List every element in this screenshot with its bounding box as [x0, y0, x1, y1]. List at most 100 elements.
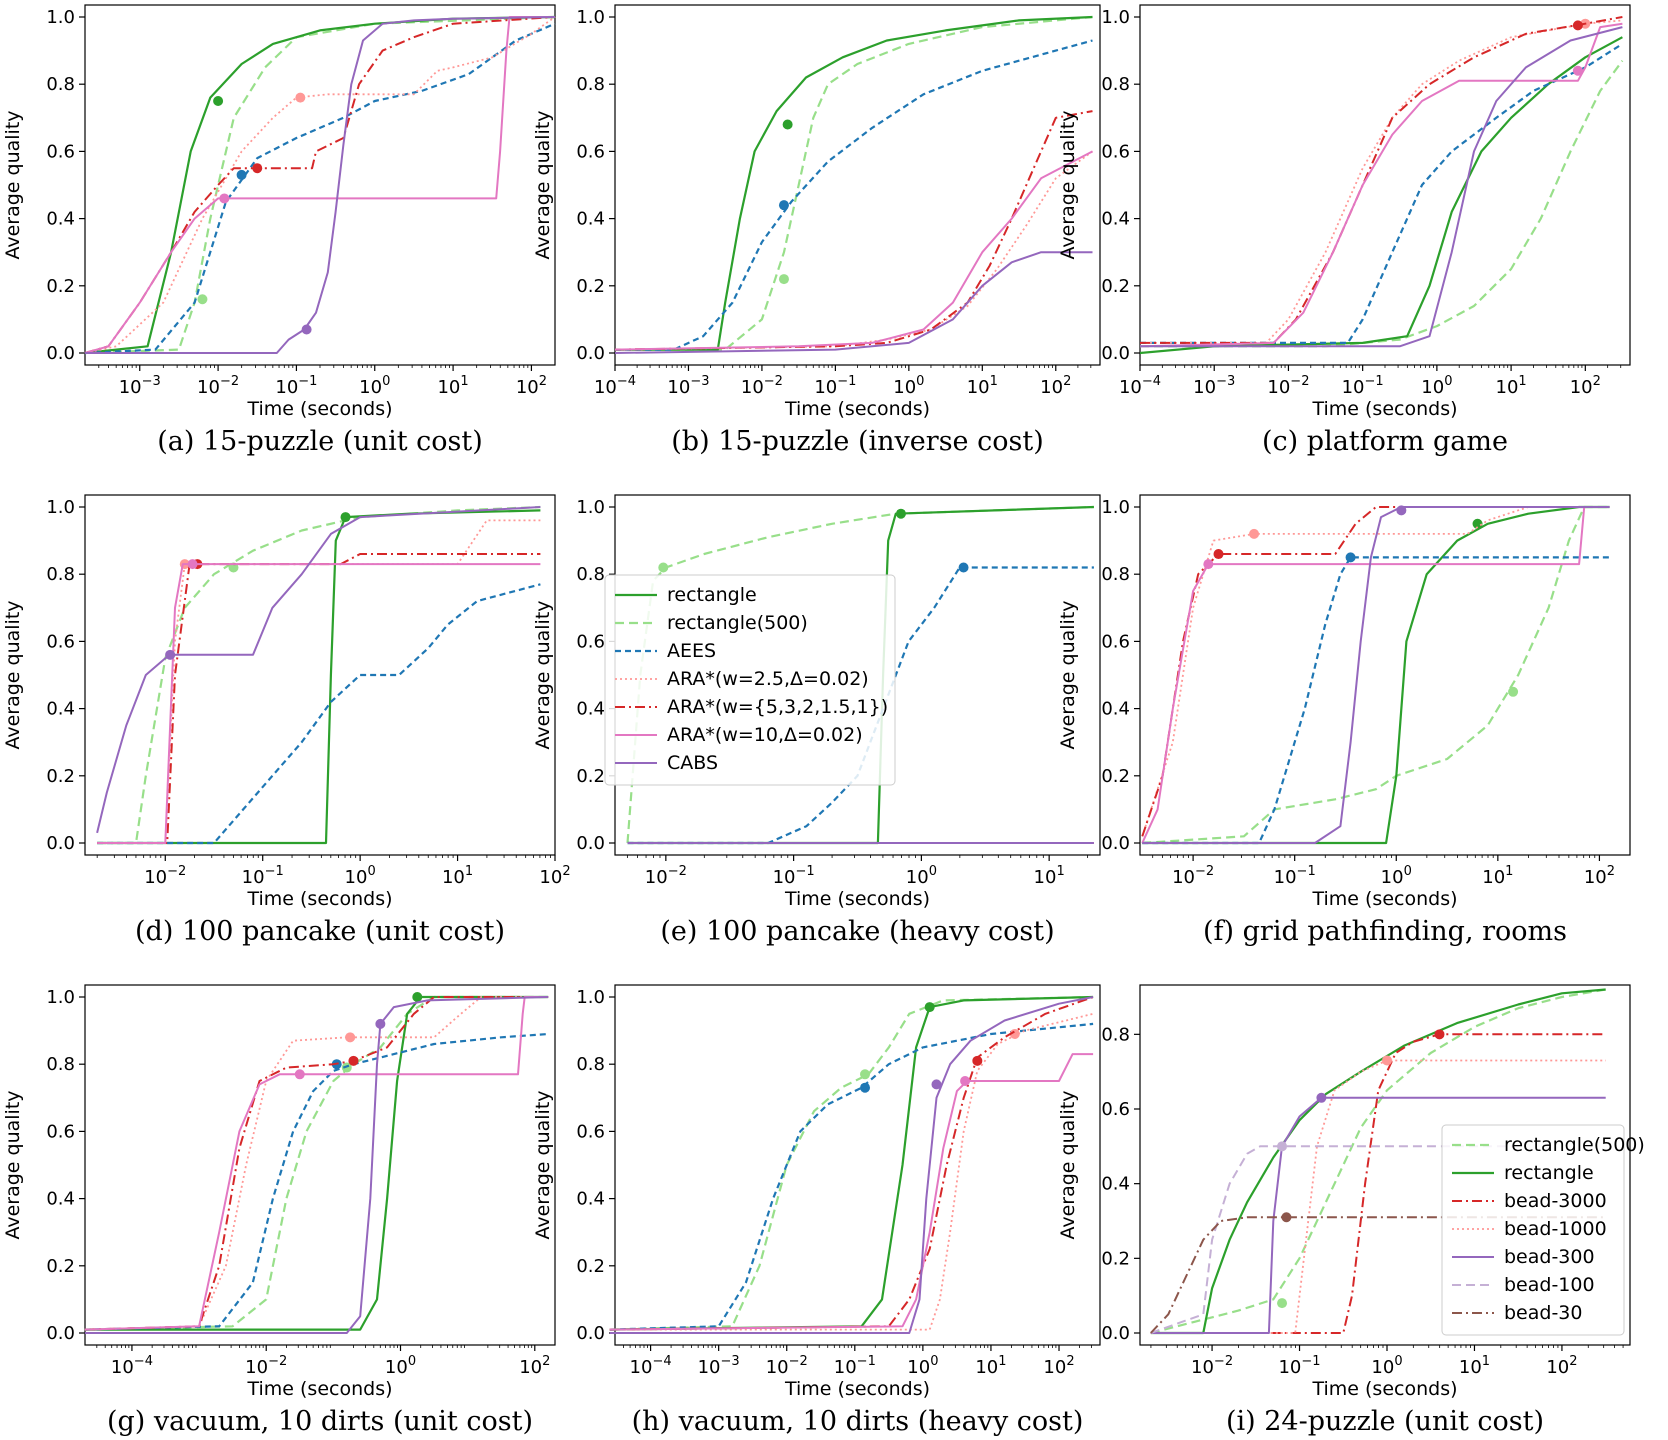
- x-tick-label: 101: [1482, 864, 1513, 888]
- y-tick-label: 0.0: [1101, 1323, 1130, 1344]
- y-axis-label: Average quality: [2, 1090, 24, 1239]
- series-line-aees: [1140, 42, 1623, 344]
- legend-label-bead30: bead-30: [1504, 1302, 1583, 1324]
- x-axis-label: Time (seconds): [784, 1378, 930, 1400]
- series-line-bead100: [1150, 1145, 1519, 1334]
- y-axis-label: Average quality: [2, 600, 24, 749]
- x-tick-label: 10−3: [667, 374, 709, 398]
- series-marker-rectangle500: [778, 274, 789, 285]
- series-line-ara_dot: [609, 1012, 1094, 1331]
- series-marker-rectangle500: [1508, 686, 1519, 697]
- x-tick-label: 10−1: [834, 1354, 876, 1378]
- x-tick-label: 100: [1371, 1354, 1402, 1378]
- series-marker-cabs: [301, 324, 312, 335]
- y-tick-label: 0.0: [576, 343, 605, 364]
- series-line-rectangle500: [609, 995, 1094, 1331]
- y-tick-label: 0.4: [1101, 209, 1130, 230]
- series-line-rectangle500: [97, 505, 541, 845]
- x-tick-label: 102: [1584, 864, 1615, 888]
- y-tick-label: 0.6: [1101, 141, 1130, 162]
- x-tick-label: 10−2: [1172, 864, 1214, 888]
- y-axis-label: Average quality: [532, 600, 554, 749]
- y-tick-label: 0.6: [46, 141, 75, 162]
- series-line-ara_dot: [1140, 19, 1623, 344]
- x-tick-label: 102: [519, 1354, 550, 1378]
- series-line-ara_w10: [609, 1053, 1094, 1331]
- legend-label-ara_dash: ARA*(w={5,3,2,1.5,1}): [667, 696, 888, 718]
- y-tick-label: 0.8: [1101, 1024, 1130, 1045]
- series-line-ara_dot: [84, 996, 549, 1331]
- chart-panel-d: 0.0 0.2 0.4 0.6 0.8 1.0 10−2 10−1 100 101 102 Time …: [2, 494, 571, 947]
- y-tick-label: 0.8: [46, 1054, 75, 1075]
- x-tick-label: 10−4: [1119, 374, 1161, 398]
- x-tick-label: 10−2: [1267, 374, 1309, 398]
- series-line-ara_w10: [1141, 506, 1610, 844]
- x-axis-label: Time (seconds): [784, 398, 930, 420]
- axes-frame: [1139, 984, 1631, 1346]
- x-tick-label: 10−1: [275, 374, 317, 398]
- x-tick-label: 100: [385, 1354, 416, 1378]
- legend-label-bead3000: bead-3000: [1504, 1190, 1607, 1212]
- axes-frame: [1139, 4, 1631, 366]
- panel-caption: (h) vacuum, 10 dirts (heavy cost): [632, 1406, 1084, 1437]
- series-marker-rectangle: [340, 512, 351, 523]
- series-marker-rectangle500: [658, 562, 669, 573]
- panel-caption: (i) 24-puzzle (unit cost): [1226, 1406, 1544, 1437]
- series-marker-rectangle: [924, 1002, 935, 1013]
- y-tick-label: 0.2: [1101, 766, 1130, 787]
- x-tick-label: 10−1: [1342, 374, 1384, 398]
- y-tick-label: 0.8: [1101, 74, 1130, 95]
- y-axis-label: Average quality: [532, 110, 554, 259]
- series-line-ara_w10: [97, 563, 541, 844]
- series-marker-rectangle: [1472, 518, 1483, 529]
- series-marker-bead30: [1281, 1212, 1292, 1223]
- x-tick-label: 102: [1043, 1354, 1074, 1378]
- legend-label-rectangle: rectangle: [667, 584, 757, 606]
- series-line-aees: [97, 583, 541, 845]
- x-tick-label: 10−2: [245, 1354, 287, 1378]
- x-tick-label: 10−2: [766, 1354, 808, 1378]
- y-tick-label: 0.0: [576, 1323, 605, 1344]
- series-marker-ara_w10: [219, 193, 230, 204]
- y-tick-label: 0.2: [576, 766, 605, 787]
- y-tick-label: 0.8: [576, 74, 605, 95]
- y-tick-label: 0.6: [576, 631, 605, 652]
- series-marker-ara_w10: [187, 559, 198, 570]
- x-tick-label: 10−2: [645, 864, 687, 888]
- x-tick-label: 101: [1496, 374, 1527, 398]
- series-line-rectangle: [1150, 988, 1606, 1335]
- y-axis-label: Average quality: [2, 110, 24, 259]
- series-marker-bead300: [1316, 1092, 1327, 1103]
- x-tick-label: 100: [359, 374, 390, 398]
- x-tick-label: 10−1: [242, 864, 284, 888]
- panel-caption: (e) 100 pancake (heavy cost): [660, 916, 1054, 947]
- series-marker-ara_dash: [1572, 20, 1583, 31]
- series-line-cabs: [1142, 506, 1610, 844]
- series-line-aees: [84, 22, 556, 355]
- x-tick-label: 100: [1381, 864, 1412, 888]
- y-tick-label: 0.4: [46, 1189, 75, 1210]
- series-line-rectangle: [615, 15, 1093, 351]
- y-tick-label: 0.2: [46, 766, 75, 787]
- series-line-ara_dot: [84, 16, 556, 354]
- legend-label-bead300: bead-300: [1504, 1246, 1595, 1268]
- axes-frame: [84, 494, 556, 856]
- chart-panel-b: 0.0 0.2 0.4 0.6 0.8 1.0 10−4 10−3 10−2 10−1 100 101…: [532, 4, 1101, 457]
- y-tick-label: 0.4: [576, 1189, 605, 1210]
- x-tick-label: 101: [975, 1354, 1006, 1378]
- x-tick-label: 102: [539, 864, 570, 888]
- series-marker-aees: [236, 169, 247, 180]
- legend-label-rectangle: rectangle: [1504, 1162, 1594, 1184]
- legend-label-rectangle500: rectangle(500): [1504, 1134, 1645, 1156]
- series-marker-rectangle500: [1277, 1298, 1288, 1309]
- series-line-rectangle500: [1150, 988, 1606, 1335]
- chart-panel-a: 0.0 0.2 0.4 0.6 0.8 1.0 10−3 10−2 10−1 100 101 102 T…: [2, 4, 556, 457]
- legend-main: rectangle rectangle(500) AEES ARA*(w=2.5,Δ=…: [604, 574, 896, 786]
- y-tick-label: 0.4: [576, 699, 605, 720]
- series-marker-rectangle: [782, 119, 793, 130]
- series-line-ara_dash: [84, 16, 555, 354]
- series-marker-bead3000: [1434, 1029, 1445, 1040]
- series-line-cabs: [84, 16, 555, 354]
- series-marker-ara_dot: [1249, 528, 1260, 539]
- series-line-cabs: [1140, 26, 1623, 348]
